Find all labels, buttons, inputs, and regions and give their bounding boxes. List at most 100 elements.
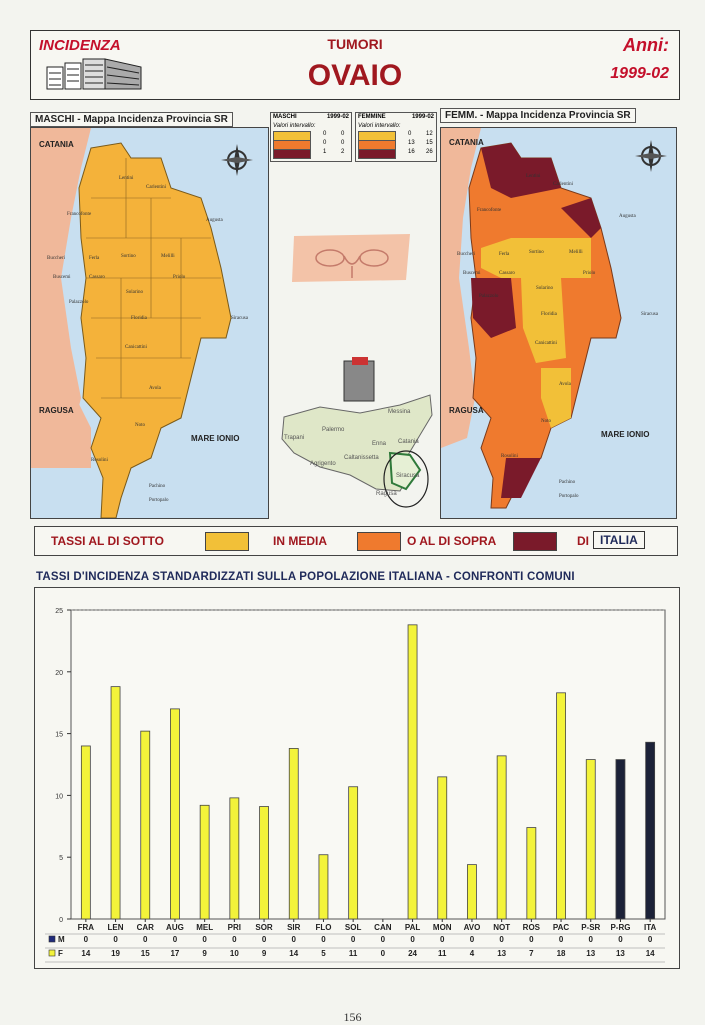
table-cell: 11 xyxy=(349,949,358,958)
table-cell: 0 xyxy=(143,935,148,944)
table-cell: 0 xyxy=(351,935,356,944)
range-value: 0 xyxy=(323,131,327,137)
table-cell: 19 xyxy=(111,949,120,958)
city-label: Trapani xyxy=(284,435,304,441)
table-cell: 0 xyxy=(113,935,118,944)
commune-label: Buscemi xyxy=(53,275,71,280)
legend-di-label: DI xyxy=(577,534,589,548)
commune-label: Carlentini xyxy=(146,185,166,190)
commune-label: Buccheri xyxy=(457,252,476,257)
female-valori: Valori intervallo: xyxy=(358,123,401,129)
table-cell: 14 xyxy=(289,949,298,958)
commune-label: Noto xyxy=(541,419,551,424)
table-cell: 0 xyxy=(499,935,504,944)
table-cell: 0 xyxy=(470,935,475,944)
legend-below-label: TASSI AL DI SOTTO xyxy=(51,534,164,548)
range-value: 0 xyxy=(323,140,327,146)
commune-label: Canicattini xyxy=(125,345,147,350)
range-value: 26 xyxy=(426,149,433,155)
range-value: 0 xyxy=(341,140,345,146)
x-tick-label: SOL xyxy=(345,923,362,932)
commune-label: Cassaro xyxy=(499,271,515,276)
commune-label: Lentini xyxy=(119,176,134,181)
bar-chart: 0 5 10 15 20 25 FRA LEN CAR AUG MEL PRI SOR SIR FLO SOL… xyxy=(45,608,666,963)
x-tick-label: P-SR xyxy=(581,923,600,932)
bar-flo xyxy=(318,854,329,920)
range-value: 12 xyxy=(426,131,433,137)
range-value: 1 xyxy=(323,149,327,155)
commune-label: Sortino xyxy=(529,250,544,255)
legend-italia-label: ITALIA xyxy=(593,531,645,549)
table-cell: 0 xyxy=(292,935,297,944)
plot-area xyxy=(70,609,666,920)
commune-label: Ferla xyxy=(89,256,100,261)
page-number: 156 xyxy=(343,1010,362,1024)
x-tick-label: ROS xyxy=(523,923,541,932)
female-map: CATANIA RAGUSA MARE IONIO Lentini Carlen… xyxy=(440,127,677,519)
commune-label: Cassaro xyxy=(89,275,105,280)
x-tick-label: CAR xyxy=(137,923,155,932)
color-legend: TASSI AL DI SOTTO IN MEDIA O AL DI SOPRA… xyxy=(34,526,678,556)
y-tick-label: 0 xyxy=(59,917,63,924)
table-cell: 18 xyxy=(557,949,566,958)
range-value: 0 xyxy=(408,131,412,137)
bar-pri xyxy=(229,797,240,920)
commune-label: Priolo xyxy=(583,271,596,276)
commune-label: Lentini xyxy=(526,174,541,179)
commune-label: Siracusa xyxy=(641,312,658,317)
male-valori: Valori intervallo: xyxy=(273,123,316,129)
table-cell: 7 xyxy=(529,949,534,958)
female-swatch-high xyxy=(358,149,396,159)
commune-label: Rosolini xyxy=(91,458,108,463)
y-tick-label: 20 xyxy=(55,670,63,677)
commune-label: Portopalo xyxy=(149,498,169,503)
bar-p-sr xyxy=(585,759,596,920)
x-tick-label: MON xyxy=(433,923,452,932)
bar-sir xyxy=(288,748,299,920)
x-tick-label: PRI xyxy=(228,923,241,932)
commune-label: Canicattini xyxy=(535,341,557,346)
table-cell: 15 xyxy=(141,949,150,958)
table-cell: 0 xyxy=(381,949,386,958)
commune-label: Floridia xyxy=(541,312,557,317)
bar-ita xyxy=(645,741,656,920)
commune-label: Solarino xyxy=(126,290,143,295)
commune-label: Buccheri xyxy=(47,256,66,261)
male-header: MASCHI xyxy=(273,114,297,120)
table-cell: 0 xyxy=(381,935,386,944)
table-cell: 13 xyxy=(497,949,506,958)
table-cell: 5 xyxy=(321,949,326,958)
male-map-title: MASCHI - Mappa Incidenza Provincia SR xyxy=(30,112,233,127)
tumori-label: TUMORI xyxy=(327,36,383,52)
commune-label: Avola xyxy=(559,382,571,387)
y-tick-label: 15 xyxy=(55,732,63,739)
x-tick-label: LEN xyxy=(108,923,124,932)
commune-label: Noto xyxy=(135,423,145,428)
bar-sor xyxy=(259,806,269,920)
table-cell: 0 xyxy=(202,935,207,944)
table-cell: 14 xyxy=(646,949,655,958)
commune-label: Francofonte xyxy=(477,208,502,213)
catania-label: CATANIA xyxy=(39,140,74,149)
bar-mel xyxy=(199,804,210,920)
bar-len xyxy=(110,686,121,920)
x-tick-label: MEL xyxy=(196,923,213,932)
mare-label: MARE IONIO xyxy=(601,430,650,439)
header-box: INCIDENZA TUMORI OVAIO Anni: 1999-02 xyxy=(30,30,680,100)
table-cell: 17 xyxy=(170,949,179,958)
commune-label: Avola xyxy=(149,386,161,391)
commune-label: Carlentini xyxy=(553,182,573,187)
commune-label: Pachino xyxy=(149,484,166,489)
legend-swatch-above xyxy=(513,532,557,551)
table-cell: 0 xyxy=(410,935,415,944)
commune-label: Augusta xyxy=(619,214,636,219)
range-value: 0 xyxy=(341,131,345,137)
anni-value: 1999-02 xyxy=(610,65,669,82)
table-cell: 10 xyxy=(230,949,239,958)
sicily-map: Messina Palermo Trapani Enna Catania Agr… xyxy=(281,357,433,508)
city-label: Palermo xyxy=(322,427,345,433)
range-value: 15 xyxy=(426,140,433,146)
table-cell: 0 xyxy=(173,935,178,944)
table-cell: 0 xyxy=(648,935,653,944)
city-label: Enna xyxy=(372,441,387,447)
